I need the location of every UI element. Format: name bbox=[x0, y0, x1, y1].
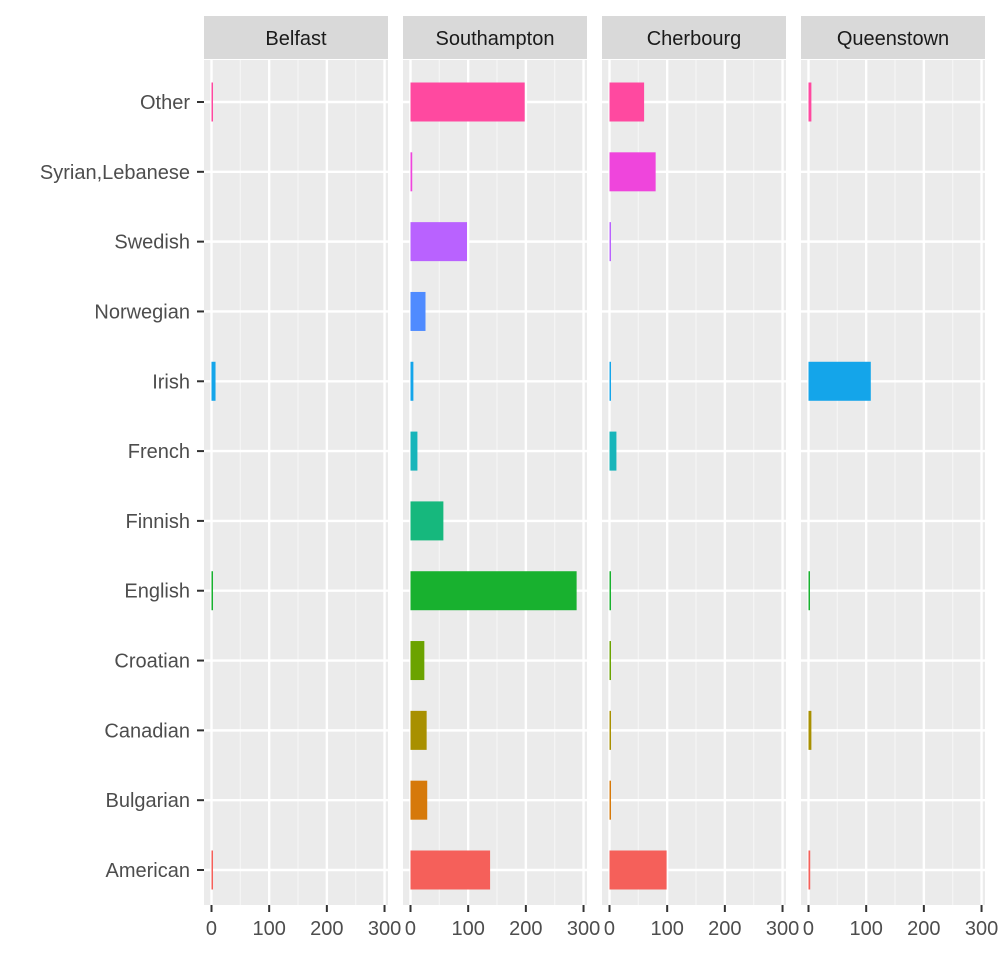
x-tick-label: 0 bbox=[803, 918, 814, 940]
facet-strip bbox=[204, 16, 388, 59]
facet-panel-queenstown: Queenstown 0 100 200 300 bbox=[801, 16, 998, 940]
y-tick-label: Irish bbox=[152, 371, 190, 393]
x-tick-label: 100 bbox=[451, 918, 484, 940]
bar-southampton-syrian-lebanese bbox=[410, 152, 413, 192]
y-tick-label: Croatian bbox=[114, 651, 190, 673]
x-tick-label: 300 bbox=[368, 918, 401, 940]
facet-strip bbox=[403, 16, 587, 59]
bar-queenstown-english bbox=[808, 571, 810, 611]
bar-cherbourg-canadian bbox=[609, 710, 611, 750]
y-tick-label: Bulgarian bbox=[105, 790, 190, 812]
y-tick-label: Syrian,Lebanese bbox=[40, 162, 190, 184]
bar-cherbourg-english bbox=[609, 571, 611, 611]
x-tick-label: 200 bbox=[310, 918, 343, 940]
bar-queenstown-other bbox=[808, 82, 812, 122]
facet-strip-label: Belfast bbox=[265, 28, 327, 50]
bar-southampton-irish bbox=[410, 361, 414, 401]
y-tick-label: French bbox=[128, 441, 190, 463]
bar-queenstown-irish bbox=[808, 361, 871, 401]
bar-southampton-other bbox=[410, 82, 525, 122]
x-tick-label: 200 bbox=[509, 918, 542, 940]
bar-belfast-irish bbox=[211, 361, 216, 401]
bar-cherbourg-irish bbox=[609, 361, 611, 401]
panel-background bbox=[403, 60, 587, 905]
bar-southampton-english bbox=[410, 571, 577, 611]
bar-southampton-bulgarian bbox=[410, 780, 428, 820]
panel-background bbox=[204, 60, 388, 905]
x-tick-label: 100 bbox=[252, 918, 285, 940]
facet-panel-belfast: Belfast 0 100 200 300 bbox=[204, 16, 401, 940]
bar-southampton-norwegian bbox=[410, 291, 426, 331]
y-tick-label: Finnish bbox=[126, 511, 190, 533]
bar-cherbourg-syrian-lebanese bbox=[609, 152, 656, 192]
facet-strip bbox=[602, 16, 786, 59]
bar-queenstown-canadian bbox=[808, 710, 812, 750]
x-tick-label: 300 bbox=[567, 918, 600, 940]
bar-cherbourg-swedish bbox=[609, 222, 611, 262]
x-tick-label: 300 bbox=[965, 918, 998, 940]
y-tick-label: English bbox=[124, 581, 190, 603]
x-tick-label: 0 bbox=[604, 918, 615, 940]
facet-strip-label: Cherbourg bbox=[647, 28, 742, 50]
x-tick-label: 0 bbox=[405, 918, 416, 940]
bar-southampton-swedish bbox=[410, 222, 468, 262]
bar-cherbourg-other bbox=[609, 82, 645, 122]
facet-strip bbox=[801, 16, 985, 59]
bar-southampton-american bbox=[410, 850, 491, 890]
x-tick-label: 0 bbox=[206, 918, 217, 940]
bar-southampton-finnish bbox=[410, 501, 444, 541]
y-tick-label: Other bbox=[140, 92, 190, 114]
y-tick-label: Swedish bbox=[114, 232, 190, 254]
x-tick-label: 200 bbox=[708, 918, 741, 940]
bar-queenstown-american bbox=[808, 850, 811, 890]
y-tick-label: Norwegian bbox=[94, 301, 190, 323]
x-tick-label: 200 bbox=[907, 918, 940, 940]
bar-belfast-american bbox=[211, 850, 213, 890]
facet-panel-cherbourg: Cherbourg 0 100 200 300 bbox=[602, 16, 799, 940]
bar-cherbourg-french bbox=[609, 431, 617, 471]
bar-cherbourg-croatian bbox=[609, 641, 611, 681]
facet-strip-label: Queenstown bbox=[837, 28, 949, 50]
x-tick-label: 100 bbox=[650, 918, 683, 940]
bar-belfast-english bbox=[211, 571, 213, 611]
bar-cherbourg-american bbox=[609, 850, 667, 890]
bar-southampton-canadian bbox=[410, 710, 427, 750]
y-tick-label: Canadian bbox=[104, 720, 190, 742]
facet-panel-southampton: Southampton 0 100 200 300 bbox=[403, 16, 600, 940]
facet-strip-label: Southampton bbox=[436, 28, 555, 50]
bar-cherbourg-bulgarian bbox=[609, 780, 611, 820]
panel-background bbox=[801, 60, 985, 905]
bar-southampton-croatian bbox=[410, 641, 425, 681]
x-tick-label: 100 bbox=[849, 918, 882, 940]
panel-background bbox=[602, 60, 786, 905]
bar-belfast-other bbox=[211, 82, 213, 122]
x-tick-label: 300 bbox=[766, 918, 799, 940]
bar-southampton-french bbox=[410, 431, 418, 471]
y-tick-label: American bbox=[106, 860, 190, 882]
